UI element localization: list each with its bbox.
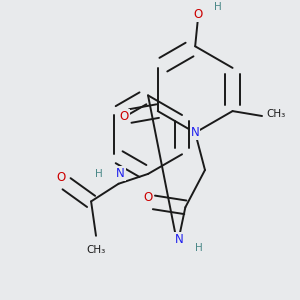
Text: N: N: [175, 233, 184, 246]
Text: CH₃: CH₃: [266, 109, 285, 119]
Text: H: H: [95, 169, 103, 179]
Text: N: N: [116, 167, 125, 180]
Text: CH₃: CH₃: [86, 244, 106, 254]
Text: O: O: [120, 110, 129, 122]
Text: N: N: [191, 126, 200, 139]
Text: O: O: [194, 8, 203, 21]
Text: H: H: [214, 2, 222, 12]
Text: H: H: [195, 243, 203, 253]
Text: O: O: [143, 191, 153, 204]
Text: O: O: [56, 171, 65, 184]
